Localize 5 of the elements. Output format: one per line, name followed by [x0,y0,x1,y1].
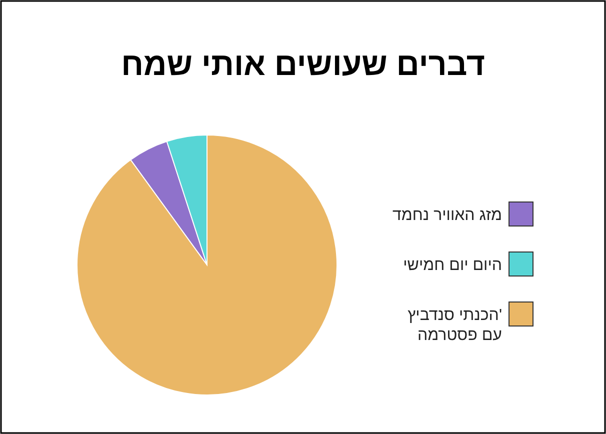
chart-title: דברים שעושים אותי שמח [121,46,485,82]
legend-label: היום יום חמישי [403,257,502,274]
legend-label: מזג האוויר נחמד [392,207,502,224]
legend-label: הכנתי סנדביץ' עם פסטרמה [408,307,502,344]
pie-slice [76,134,338,396]
